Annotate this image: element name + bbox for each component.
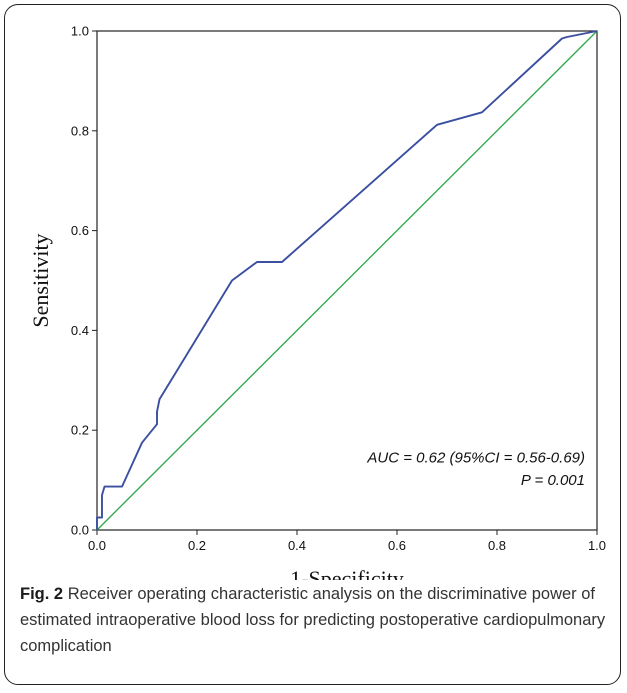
x-axis-ticks: 0.0 0.2 0.4 0.6 0.8 1.0 xyxy=(88,530,606,553)
y-axis-title: Sensitivity xyxy=(28,233,53,327)
y-tick-label: 0.2 xyxy=(71,423,89,438)
y-tick-label: 0.4 xyxy=(71,323,89,338)
series-layer xyxy=(96,30,598,531)
x-tick-label: 0.6 xyxy=(388,538,406,553)
y-axis-ticks: 0.0 0.2 0.4 0.6 0.8 1.0 xyxy=(71,24,97,538)
y-tick-label: 0.6 xyxy=(71,223,89,238)
auc-annotation: AUC = 0.62 (95%CI = 0.56-0.69) xyxy=(366,450,585,467)
figure-frame xyxy=(4,4,621,685)
figure-caption: Fig. 2 Receiver operating characteristic… xyxy=(20,581,610,659)
x-tick-label: 0.0 xyxy=(88,538,106,553)
x-tick-label: 0.8 xyxy=(488,538,506,553)
y-tick-label: 1.0 xyxy=(71,24,89,39)
y-tick-label: 0.8 xyxy=(71,123,89,138)
p-value-annotation: P = 0.001 xyxy=(521,472,585,489)
x-tick-label: 1.0 xyxy=(588,538,606,553)
roc-chart: 0.0 0.2 0.4 0.6 0.8 1.0 0.0 0.2 0.4 0.6 0.8 1.0 1-… xyxy=(28,24,606,581)
x-tick-label: 0.2 xyxy=(188,538,206,553)
reference-diagonal-line xyxy=(96,30,598,531)
x-tick-label: 0.4 xyxy=(288,538,306,553)
roc-curve-line xyxy=(96,30,598,530)
y-tick-label: 0.0 xyxy=(71,523,89,538)
x-axis-title: 1-Specificity xyxy=(290,566,404,580)
caption-label: Fig. 2 xyxy=(20,585,64,603)
caption-text: Receiver operating characteristic analys… xyxy=(20,585,606,655)
plot-area xyxy=(96,30,598,531)
plot-border xyxy=(96,30,598,531)
